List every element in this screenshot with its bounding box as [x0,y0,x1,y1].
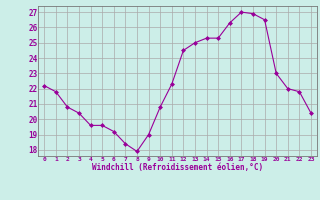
X-axis label: Windchill (Refroidissement éolien,°C): Windchill (Refroidissement éolien,°C) [92,163,263,172]
